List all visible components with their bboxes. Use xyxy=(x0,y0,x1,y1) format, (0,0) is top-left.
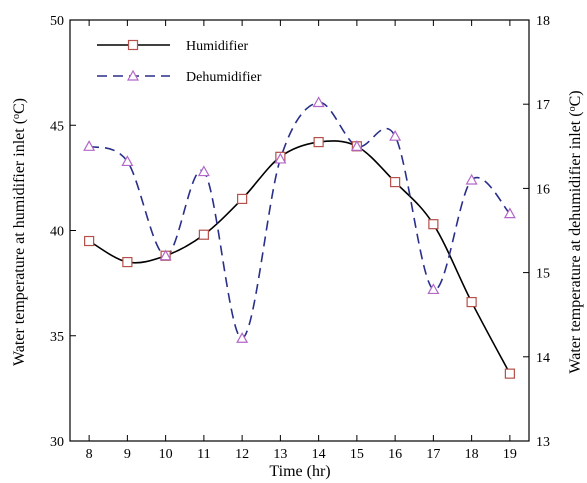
x-tick-label: 11 xyxy=(197,447,210,462)
point-humidifier xyxy=(466,296,477,308)
point-dehumidifier xyxy=(389,129,402,141)
x-axis-title: Time (hr) xyxy=(269,463,330,480)
y-axis-left-title: Water temperature at humidifier inlet (o… xyxy=(11,98,29,366)
legend-dehumidifier-marker xyxy=(126,69,140,81)
x-tick-label: 13 xyxy=(273,447,287,462)
point-humidifier xyxy=(428,219,439,230)
point-humidifier xyxy=(122,256,133,268)
point-humidifier xyxy=(84,235,95,247)
x-tick-label: 10 xyxy=(159,447,173,462)
point-dehumidifier xyxy=(236,332,249,343)
y-axis-right-title-unit: C) xyxy=(567,90,584,106)
y-right-tick-label: 16 xyxy=(536,182,550,197)
point-humidifier xyxy=(313,136,324,148)
y-left-tick-label: 45 xyxy=(50,119,64,134)
x-tick-label: 15 xyxy=(350,447,364,462)
x-tick-label: 14 xyxy=(312,447,326,462)
y-left-tick-label: 40 xyxy=(50,225,64,240)
point-dehumidifier xyxy=(83,140,96,151)
y-right-tick-label: 15 xyxy=(536,267,550,282)
y-left-tick-label: 35 xyxy=(50,330,64,345)
point-humidifier xyxy=(504,368,515,379)
x-tick-label: 12 xyxy=(235,447,249,462)
point-humidifier xyxy=(198,229,209,240)
y-axis-left-title-degree: o xyxy=(11,114,22,119)
series-markers xyxy=(83,96,516,379)
legend-humidifier-label: Humidifier xyxy=(186,39,249,54)
y-left-tick-label: 30 xyxy=(50,435,64,450)
legend: Humidifier Dehumidifier xyxy=(97,39,262,85)
point-dehumidifier xyxy=(465,173,478,185)
x-tick-label: 17 xyxy=(426,447,440,462)
series-lines xyxy=(88,101,511,375)
plot-border xyxy=(69,19,530,442)
point-dehumidifier xyxy=(159,249,172,261)
axis-ticks: 8 9 10 11 12 13 14 15 16 17 18 19 30 35 40 45 50 13 14 15 16… xyxy=(50,14,550,462)
y-axis-right-title-degree: o xyxy=(567,106,578,111)
legend-dehumidifier-label: Dehumidifier xyxy=(186,70,262,85)
y-axis-left-title-unit: C) xyxy=(11,98,28,114)
y-right-tick-label: 13 xyxy=(536,435,550,450)
point-dehumidifier xyxy=(312,96,325,108)
point-dehumidifier xyxy=(503,207,516,219)
plot-frame xyxy=(69,19,530,442)
y-axis-right-title: Water temperature at dehumidifier inlet … xyxy=(567,90,585,373)
point-dehumidifier xyxy=(350,140,363,151)
point-humidifier xyxy=(390,176,401,188)
series-line-humidifier xyxy=(88,140,511,375)
x-tick-label: 8 xyxy=(86,447,93,462)
point-dehumidifier xyxy=(427,283,440,295)
y-right-tick-label: 14 xyxy=(536,351,550,366)
y-right-tick-label: 17 xyxy=(536,98,550,113)
x-tick-label: 19 xyxy=(503,447,517,462)
y-axis-left-title-main: Water temperature at humidifier inlet ( xyxy=(11,119,28,366)
point-dehumidifier xyxy=(121,155,134,167)
x-tick-label: 9 xyxy=(124,447,131,462)
y-axis-right-title-main: Water temperature at dehumidifier inlet … xyxy=(567,111,584,373)
y-left-tick-label: 50 xyxy=(50,14,64,29)
x-tick-label: 16 xyxy=(388,447,402,462)
series-line-dehumidifier xyxy=(88,101,511,340)
y-right-tick-label: 18 xyxy=(536,14,550,29)
legend-humidifier-marker xyxy=(127,39,139,51)
point-dehumidifier xyxy=(197,165,210,177)
point-dehumidifier xyxy=(274,152,287,164)
x-tick-label: 18 xyxy=(465,447,479,462)
point-humidifier xyxy=(237,193,248,205)
